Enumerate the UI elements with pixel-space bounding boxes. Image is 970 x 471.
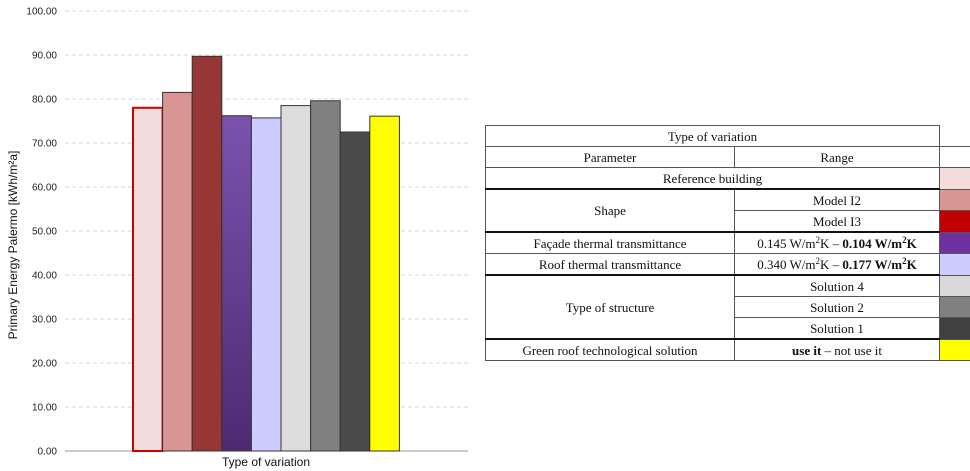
legend-header-row: Type of variation bbox=[485, 125, 970, 147]
legend-shape-i2: Model I2 bbox=[734, 188, 940, 211]
legend-structure-s4: Solution 4 bbox=[734, 274, 940, 297]
bar-chart: 0.00 10.00 20.00 30.00 40.00 50.00 60.00 70.00 8… bbox=[6, 7, 468, 469]
legend-row-structure-s1: Solution 1 bbox=[486, 317, 970, 340]
legend-swatch-facade bbox=[939, 231, 970, 254]
legend-structure-s1: Solution 1 bbox=[734, 317, 940, 340]
bars bbox=[132, 55, 400, 453]
bar bbox=[162, 91, 193, 452]
y-axis-label: Primary Energy Palermo [kWh/m²a] bbox=[6, 151, 20, 340]
legend-columns-row: Parameter Range bbox=[485, 146, 970, 168]
bar bbox=[339, 131, 371, 452]
y-tick-label: 100.00 bbox=[26, 7, 57, 18]
bar bbox=[280, 105, 312, 452]
legend-row-shape-i3: Model I3 bbox=[486, 210, 970, 233]
y-tick-label: 40.00 bbox=[32, 271, 57, 282]
legend-swatch-s1 bbox=[939, 317, 970, 340]
legend-structure-label: Type of structure bbox=[485, 274, 735, 340]
bar bbox=[369, 115, 400, 452]
y-tick-label: 50.00 bbox=[32, 227, 57, 238]
y-tick-label: 80.00 bbox=[32, 95, 57, 106]
y-tick-label: 10.00 bbox=[32, 403, 57, 414]
y-tick-label: 60.00 bbox=[32, 183, 57, 194]
legend-header: Type of variation bbox=[485, 125, 940, 147]
legend-col-range: Range bbox=[734, 146, 940, 168]
y-tick-label: 30.00 bbox=[32, 315, 57, 326]
legend-row-roof: Roof thermal transmittance 0.340 W/m2K –… bbox=[485, 253, 970, 276]
legend-swatch-reference bbox=[939, 167, 970, 190]
legend-swatch-s2 bbox=[939, 296, 970, 318]
legend-facade-range: 0.145 W/m2K – 0.104 W/m2K bbox=[734, 231, 940, 254]
legend-col-spacer bbox=[939, 146, 970, 168]
legend-col-parameter: Parameter bbox=[485, 146, 735, 168]
legend-swatch-green bbox=[939, 338, 970, 361]
legend-row-shape-i2: Shape Model I2 bbox=[485, 188, 970, 233]
bar bbox=[221, 115, 252, 452]
x-axis-label: Type of variation bbox=[222, 455, 310, 469]
legend-row-green: Green roof technological solution use it… bbox=[485, 338, 970, 361]
legend-roof-label: Roof thermal transmittance bbox=[485, 253, 735, 276]
legend-table: Type of variation Parameter Range Refere… bbox=[485, 125, 970, 361]
bar bbox=[310, 100, 341, 452]
legend-reference-label: Reference building bbox=[485, 167, 940, 190]
legend-swatch-i3 bbox=[939, 210, 970, 233]
legend-row-structure-s2: Solution 2 bbox=[486, 296, 970, 318]
legend-facade-label: Façade thermal transmittance bbox=[485, 231, 735, 254]
legend-row-facade: Façade thermal transmittance 0.145 W/m2K… bbox=[485, 231, 970, 254]
y-tick-label: 90.00 bbox=[32, 51, 57, 62]
bar bbox=[250, 117, 282, 452]
y-tick-label: 0.00 bbox=[38, 447, 58, 458]
y-tick-labels: 0.00 10.00 20.00 30.00 40.00 50.00 60.00 70.00 8… bbox=[26, 7, 57, 458]
legend-swatch-s4 bbox=[939, 274, 970, 297]
legend-shape-label: Shape bbox=[485, 188, 735, 233]
legend-header-spacer bbox=[939, 125, 970, 147]
legend-roof-range: 0.340 W/m2K – 0.177 W/m2K bbox=[734, 253, 940, 276]
legend-row-reference: Reference building bbox=[485, 167, 970, 190]
legend-green-label: Green roof technological solution bbox=[485, 338, 735, 361]
legend-row-structure-s4: Type of structure Solution 4 bbox=[485, 274, 970, 340]
y-tick-label: 20.00 bbox=[32, 359, 57, 370]
legend-swatch-i2 bbox=[939, 188, 970, 211]
legend-shape-i3: Model I3 bbox=[734, 210, 940, 233]
bar bbox=[191, 55, 223, 452]
legend-green-range: use it – not use it bbox=[734, 338, 940, 361]
legend-swatch-roof bbox=[939, 253, 970, 276]
bar bbox=[132, 106, 164, 453]
legend-structure-s2: Solution 2 bbox=[734, 296, 940, 318]
y-tick-label: 70.00 bbox=[32, 139, 57, 150]
